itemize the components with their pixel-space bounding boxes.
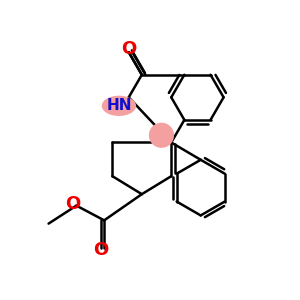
Ellipse shape (102, 96, 136, 116)
Ellipse shape (149, 123, 174, 148)
Text: O: O (121, 40, 136, 58)
Text: O: O (65, 195, 81, 213)
Text: HN: HN (106, 98, 132, 113)
Text: O: O (93, 241, 109, 259)
